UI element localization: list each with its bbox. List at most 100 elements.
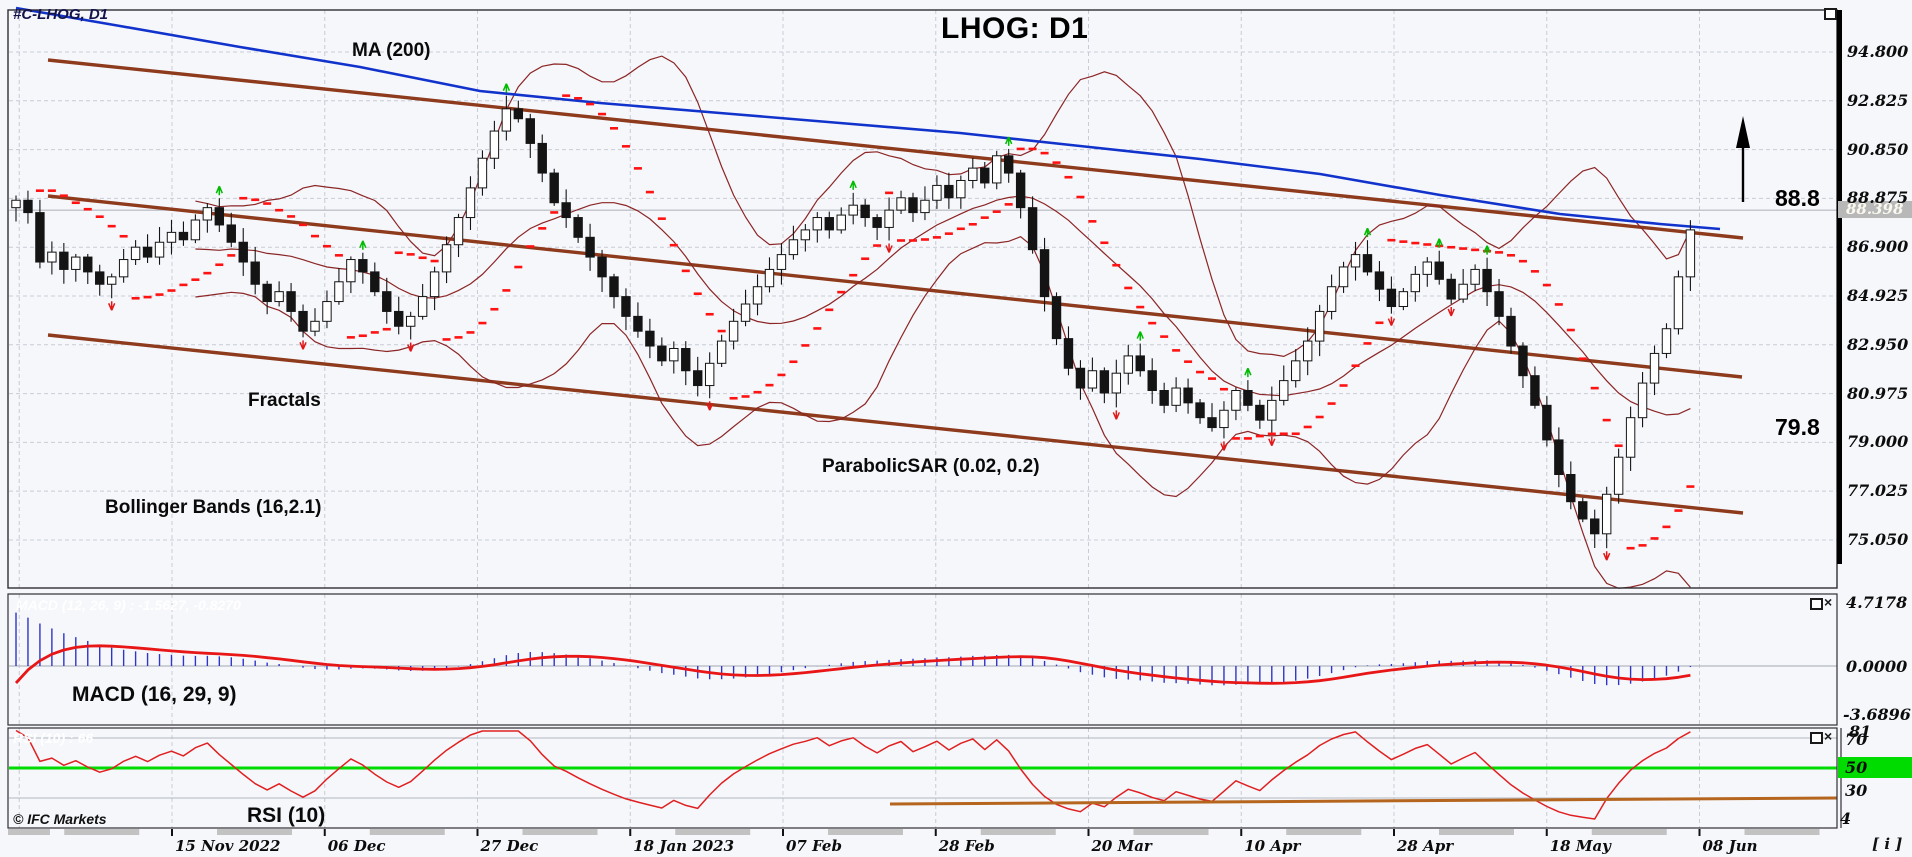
candle-body	[944, 184, 954, 199]
candle-body	[609, 276, 619, 298]
ma200-label: MA (200)	[352, 40, 431, 61]
candle-body	[23, 199, 33, 214]
page-title: LHOG: D1	[941, 12, 1089, 45]
candle-body	[812, 217, 823, 231]
candle-body	[334, 281, 344, 303]
price-annotation-upper: 88.8	[1775, 185, 1820, 211]
gridlines	[9, 10, 1837, 828]
candle-body	[1087, 370, 1098, 389]
macd-values-overlay: MACD (12, 26, 9) : -1.5627, -0.8270	[16, 597, 241, 613]
candle-body	[980, 167, 990, 184]
fractal-up-icon	[502, 83, 511, 93]
candle-body	[1039, 249, 1050, 298]
candle-body	[669, 347, 679, 362]
candle-body	[59, 251, 69, 270]
candle-body	[202, 207, 213, 221]
chart-maximize-button[interactable]	[1824, 8, 1837, 20]
fractal-up-icon	[849, 180, 857, 190]
price-axis-label: 82.950	[1847, 334, 1909, 354]
rsi-axis-label: 4	[1840, 809, 1852, 828]
candle-body	[1434, 261, 1444, 280]
rsi-maximize-button[interactable]	[1810, 732, 1823, 744]
candle-body	[1506, 315, 1516, 347]
candle-body	[370, 271, 380, 293]
candle-body	[896, 197, 906, 211]
fractal-up-icon	[215, 185, 224, 196]
time-axis-label: 28 Feb	[938, 837, 995, 855]
candles-layer	[11, 95, 1696, 549]
time-axis-label: 18 Jan 2023	[633, 837, 735, 855]
candle-body	[1207, 417, 1217, 429]
macd-axis-label: 0.0000	[1846, 657, 1908, 676]
candle-body	[1147, 370, 1157, 391]
rsi-axis-label: 70	[1845, 730, 1868, 749]
price-axis-label: 77.025	[1847, 481, 1909, 501]
fractal-up-icon	[1004, 136, 1013, 146]
up-arrow-annotation	[1736, 116, 1750, 202]
time-axis-label: 27 Dec	[480, 837, 539, 855]
time-axis-label: 15 Nov 2022	[175, 837, 281, 855]
candle-body	[405, 315, 416, 327]
candle-body	[681, 347, 691, 372]
candle-body	[1470, 268, 1480, 285]
candle-body	[1518, 345, 1528, 377]
candle-body	[1015, 172, 1026, 209]
candle-body	[1063, 338, 1074, 369]
fractal-up-icon	[1136, 331, 1144, 341]
candle-body	[1410, 273, 1421, 293]
candle-body	[932, 184, 942, 201]
candle-body	[716, 340, 727, 364]
candle-body	[1159, 389, 1169, 406]
fractal-down-icon	[1268, 436, 1276, 447]
candle-body	[908, 197, 918, 214]
scrollbar[interactable]	[8, 829, 1820, 835]
candle-body	[549, 172, 559, 204]
candle-body	[740, 303, 751, 322]
rsi-line	[15, 729, 1691, 820]
price-axis-label: 79.000	[1847, 432, 1909, 452]
candle-body	[776, 254, 787, 270]
macd-maximize-button[interactable]	[1810, 598, 1823, 610]
candle-body	[1135, 355, 1145, 372]
parabolic-sar-dots	[35, 94, 1695, 550]
candle-body	[274, 291, 284, 303]
candle-body	[71, 256, 81, 270]
candle-body	[250, 261, 260, 285]
candle-body	[704, 362, 715, 387]
candle-body	[1350, 254, 1361, 268]
candle-body	[800, 229, 811, 241]
candle-body	[489, 130, 500, 159]
macd-close-icon[interactable]: ×	[1824, 594, 1833, 610]
candle-body	[394, 310, 404, 327]
bollinger-bands-label: Bollinger Bands (16,2.1)	[105, 497, 322, 518]
candle-body	[1649, 352, 1660, 384]
price-axis-label: 75.050	[1847, 529, 1909, 549]
candle-body	[1494, 291, 1504, 317]
candle-body	[1386, 288, 1397, 307]
candle-body	[1613, 456, 1624, 495]
candle-body	[154, 241, 165, 258]
candle-body	[1673, 276, 1684, 330]
candle-body	[346, 259, 356, 283]
rsi-axis-label: 81	[1849, 722, 1872, 741]
candle-body	[1219, 409, 1229, 429]
candle-body	[537, 142, 547, 174]
candle-body	[358, 259, 368, 273]
candle-body	[417, 296, 428, 317]
time-axis-label: 08 Jun	[1702, 837, 1758, 855]
parabolic-sar-label: ParabolicSAR (0.02, 0.2)	[822, 456, 1040, 477]
candle-body	[573, 217, 583, 238]
info-corner-glyph[interactable]: [ i ]	[1872, 835, 1903, 853]
candle-body	[693, 370, 703, 387]
rsi-close-icon[interactable]: ×	[1824, 728, 1833, 744]
candle-body	[1661, 328, 1672, 354]
candle-body	[1446, 278, 1456, 300]
candle-body	[178, 231, 189, 241]
candle-body	[106, 276, 117, 285]
rsi-label: RSI (10)	[247, 804, 326, 827]
price-axis-label: 84.925	[1847, 285, 1909, 305]
fractal-down-icon	[406, 342, 415, 352]
candle-body	[1338, 266, 1349, 288]
